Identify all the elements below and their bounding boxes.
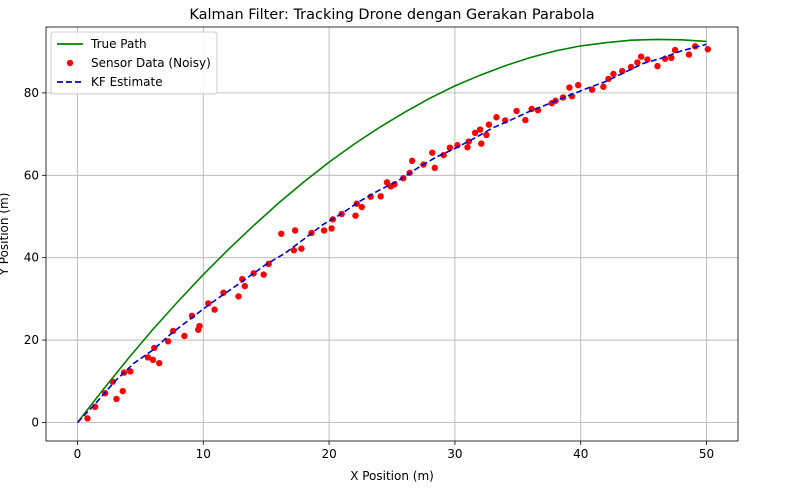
sensor-point — [610, 70, 617, 78]
x-tick-label: 10 — [196, 447, 211, 461]
y-axis-label: Y Position (m) — [0, 193, 11, 277]
sensor-point — [431, 164, 438, 172]
sensor-point — [627, 63, 635, 71]
sensor-point — [513, 107, 520, 115]
x-axis-label: X Position (m) — [350, 469, 434, 483]
legend-marker — [66, 59, 74, 67]
sensor-point — [181, 332, 188, 340]
x-tick-label: 50 — [699, 447, 714, 461]
sensor-point — [654, 62, 661, 70]
y-tick-label: 0 — [31, 415, 39, 429]
y-axis-ticks: 0 20 40 60 80 — [24, 86, 46, 429]
legend-entry: KF Estimate — [57, 75, 163, 89]
sensor-point — [692, 43, 699, 50]
y-tick-label: 60 — [24, 168, 39, 182]
x-tick-label: 30 — [447, 447, 462, 461]
sensor-point — [352, 212, 359, 219]
sensor-point — [290, 247, 298, 254]
sensor-point — [149, 356, 157, 364]
legend: True Path Sensor Data (Noisy) KF Estimate — [50, 31, 218, 95]
sensor-point — [164, 338, 172, 345]
sensor-point — [644, 56, 651, 63]
sensor-point — [127, 368, 134, 375]
sensor-point — [440, 151, 447, 159]
y-tick-label: 80 — [24, 86, 39, 100]
chart-title: Kalman Filter: Tracking Drone dengan Ger… — [189, 7, 594, 23]
sensor-point — [566, 84, 573, 91]
x-tick-label: 20 — [321, 447, 336, 461]
legend-label: Sensor Data (Noisy) — [91, 56, 211, 70]
sensor-point — [144, 354, 152, 361]
sensor-point — [298, 245, 305, 252]
sensor-point — [377, 193, 384, 200]
sensor-point — [485, 121, 493, 128]
sensor-point — [205, 300, 212, 307]
sensor-point — [464, 144, 471, 151]
sensor-point — [84, 415, 91, 422]
sensor-point — [634, 59, 641, 66]
sensor-point — [493, 114, 500, 121]
sensor-point — [328, 225, 335, 232]
sensor-point — [446, 144, 454, 151]
sensor-point — [383, 179, 391, 186]
sensor-point — [671, 46, 679, 54]
sensor-point — [408, 157, 416, 165]
sensor-point — [637, 53, 645, 60]
sensor-point — [483, 131, 490, 139]
sensor-point — [241, 282, 248, 290]
sensor-point — [220, 289, 227, 296]
sensor-point — [119, 387, 126, 395]
sensor-point — [278, 230, 285, 237]
sensor-point — [429, 149, 436, 156]
series-kf-estimate-line — [76, 43, 707, 424]
series-sensor-data-noisy — [84, 43, 712, 422]
plot-frame — [45, 26, 739, 442]
sensor-point — [704, 46, 712, 53]
sensor-point — [478, 140, 485, 147]
sensor-point — [600, 83, 607, 90]
sensor-point — [685, 51, 693, 58]
sensor-point — [320, 227, 328, 234]
sensor-point — [668, 54, 675, 62]
sensor-point — [196, 322, 203, 330]
sensor-point — [358, 203, 366, 211]
legend-entry: True Path — [57, 37, 147, 51]
sensor-point — [588, 86, 596, 93]
legend-label: True Path — [90, 37, 147, 51]
sensor-point — [211, 306, 218, 313]
y-tick-label: 20 — [24, 333, 39, 347]
legend-box — [50, 31, 218, 95]
legend-label: KF Estimate — [91, 75, 163, 89]
x-axis-ticks: 0 10 20 30 40 50 — [74, 441, 714, 461]
series-layer — [76, 38, 712, 424]
sensor-point — [291, 227, 299, 234]
x-tick-label: 0 — [74, 447, 82, 461]
y-tick-label: 40 — [24, 251, 39, 265]
sensor-point — [575, 81, 582, 89]
sensor-point — [151, 344, 158, 352]
sensor-point — [260, 271, 267, 278]
sensor-point — [265, 260, 272, 268]
sensor-point — [476, 126, 484, 133]
sensor-point — [113, 395, 120, 403]
sensor-point — [156, 359, 163, 367]
sensor-point — [235, 293, 242, 300]
series-true-path-line — [76, 38, 707, 423]
legend-entry: Sensor Data (Noisy) — [66, 56, 211, 70]
x-tick-label: 40 — [573, 447, 588, 461]
sensor-point — [522, 116, 529, 124]
sensor-point — [471, 129, 479, 137]
sensor-point — [619, 67, 626, 75]
